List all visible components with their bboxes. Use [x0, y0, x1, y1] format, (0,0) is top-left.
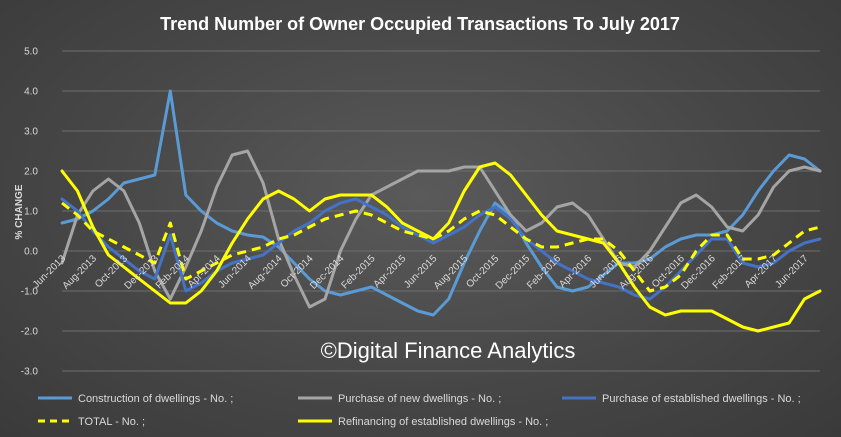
- y-tick-label: 2.0: [24, 167, 38, 178]
- y-tick-label: 0.0: [24, 247, 38, 258]
- legend-label: Refinancing of established dwellings - N…: [338, 416, 548, 428]
- x-tick-label: Feb-2015: [339, 253, 377, 291]
- watermark-text: ©Digital Finance Analytics: [321, 338, 576, 363]
- chart-title: Trend Number of Owner Occupied Transacti…: [160, 14, 680, 34]
- series-lines: [60, 89, 822, 333]
- legend-label: Purchase of new dwellings - No. ;: [338, 393, 501, 405]
- y-axis-ticks: 5.0 4.0 3.0 2.0 1.0 0.0 -1.0 -2.0 -3.0: [21, 47, 39, 378]
- series-line-1: [60, 149, 822, 309]
- y-tick-label: -1.0: [21, 287, 39, 298]
- grid-lines: [62, 50, 820, 372]
- legend-label: TOTAL - No. ;: [78, 416, 145, 428]
- series-line-0: [60, 89, 822, 317]
- legend-label: Construction of dwellings - No. ;: [78, 393, 233, 405]
- x-tick-label: Feb-2017: [711, 253, 749, 291]
- y-tick-label: -3.0: [21, 367, 39, 378]
- x-tick-label: Aug-2015: [432, 253, 471, 292]
- y-tick-label: 1.0: [24, 207, 38, 218]
- series-line-4: [60, 161, 822, 333]
- legend-label: Purchase of established dwellings - No. …: [602, 393, 801, 405]
- y-tick-label: 3.0: [24, 127, 38, 138]
- x-tick-label: Feb-2014: [154, 253, 192, 291]
- y-tick-label: 5.0: [24, 47, 38, 58]
- legend: Construction of dwellings - No. ; Purchas…: [38, 393, 801, 428]
- y-tick-label: 4.0: [24, 87, 38, 98]
- x-tick-label: Aug-2013: [61, 253, 100, 292]
- series-line-3: [61, 201, 821, 293]
- y-axis-label: % CHANGE: [14, 184, 25, 239]
- y-tick-label: -2.0: [21, 327, 39, 338]
